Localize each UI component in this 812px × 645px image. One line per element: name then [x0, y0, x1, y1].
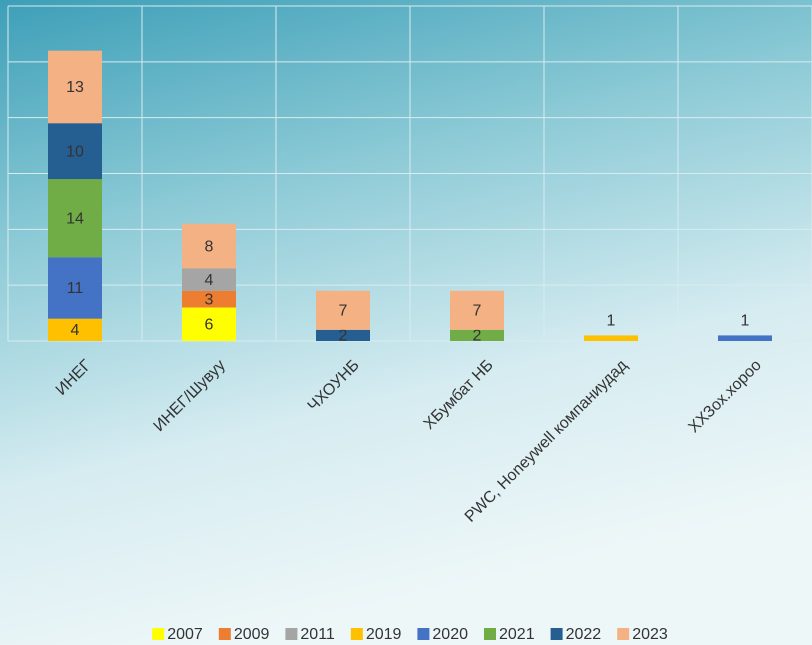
- data-label: 3: [205, 291, 214, 308]
- legend-swatch: [152, 628, 165, 640]
- bar-segment: [182, 307, 236, 341]
- legend-label: 2009: [234, 626, 270, 643]
- data-label: 1: [607, 313, 616, 330]
- data-label: 10: [66, 143, 84, 160]
- legend-swatch: [417, 628, 430, 640]
- legend-label: 2023: [632, 626, 668, 643]
- legend-swatch: [218, 628, 231, 640]
- bar-segment: [316, 290, 370, 330]
- data-label: 4: [205, 272, 214, 289]
- bar-segment: [182, 268, 236, 291]
- data-label: 4: [71, 322, 80, 339]
- data-label: 11: [67, 280, 84, 297]
- data-label: 8: [205, 238, 214, 255]
- bar-segment: [48, 50, 102, 124]
- data-label: 2: [339, 328, 348, 345]
- legend-label: 2019: [366, 626, 402, 643]
- legend-label: 2022: [566, 626, 602, 643]
- bar-segment: [718, 335, 772, 341]
- data-label: 13: [66, 79, 84, 96]
- bar-segment: [316, 329, 370, 341]
- bar-segment: [450, 329, 504, 341]
- legend-swatch: [484, 628, 496, 640]
- bar-segment: [584, 335, 638, 341]
- bar-segment: [182, 223, 236, 269]
- bar-segment: [182, 290, 236, 308]
- bar-segment: [48, 318, 102, 341]
- legend-label: 2011: [300, 626, 335, 643]
- data-label: 14: [66, 210, 84, 227]
- data-label: 2: [473, 328, 482, 345]
- bar-segment: [48, 179, 102, 258]
- bar-segment: [450, 290, 504, 330]
- data-label: 6: [205, 316, 214, 333]
- legend-label: 2021: [499, 626, 535, 643]
- data-label: 7: [339, 303, 348, 320]
- legend-swatch: [350, 628, 363, 640]
- bar-segment: [48, 257, 102, 319]
- data-label: 1: [741, 313, 750, 330]
- data-label: 7: [473, 303, 482, 320]
- bar-segment: [48, 123, 102, 180]
- legend-swatch: [617, 628, 630, 640]
- legend-label: 2020: [432, 626, 468, 643]
- legend-label: 2007: [167, 626, 203, 643]
- legend-swatch: [285, 628, 298, 640]
- legend-swatch: [550, 628, 563, 640]
